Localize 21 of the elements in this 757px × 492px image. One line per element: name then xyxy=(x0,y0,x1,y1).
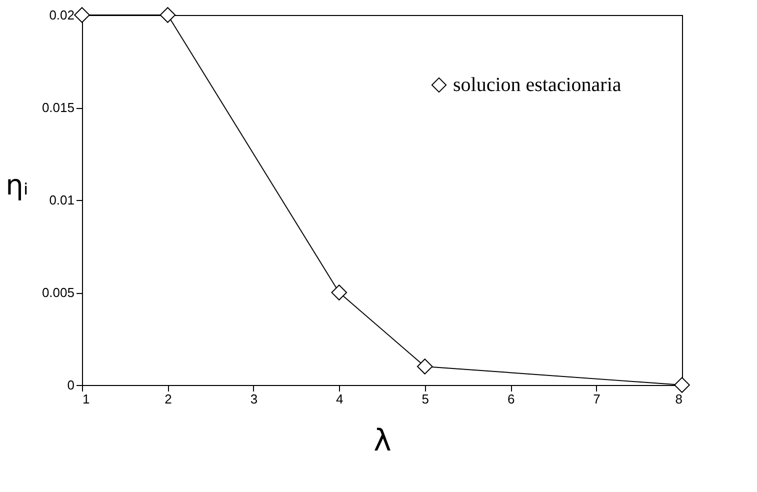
x-tick-label: 2 xyxy=(164,392,172,406)
x-axis-title: λ xyxy=(374,424,392,458)
x-tick-label: 1 xyxy=(82,392,90,406)
point xyxy=(674,377,690,393)
x-tick-label: 6 xyxy=(507,392,515,406)
x-tick-label: 3 xyxy=(250,392,258,406)
point xyxy=(160,7,176,23)
y-tick-label: 0.01 xyxy=(49,192,74,208)
y-tick-label: 0 xyxy=(67,378,74,392)
x-tick-label: 5 xyxy=(422,392,429,406)
x-tick-label: 4 xyxy=(336,392,344,406)
point xyxy=(331,284,348,300)
point xyxy=(416,358,433,374)
point xyxy=(74,7,90,23)
y-axis-title: ηᵢ xyxy=(6,168,28,202)
y-tick-label: 0.015 xyxy=(42,100,74,115)
x-tick-label: 7 xyxy=(593,392,600,406)
y-tick-label: 0.02 xyxy=(49,8,74,22)
y-tick-label: 0.005 xyxy=(42,285,74,300)
legend-label: solucion estacionaria xyxy=(453,74,622,96)
x-tick-label: 8 xyxy=(675,392,682,406)
